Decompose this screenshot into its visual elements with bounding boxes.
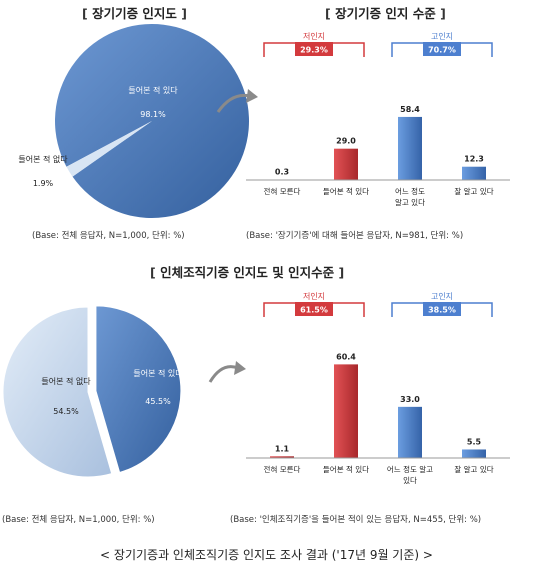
bar-value-label: 5.5 — [467, 437, 482, 446]
bottom-curved-arrow — [208, 365, 239, 383]
category-tick-label: 전혀 모른다 — [264, 186, 301, 196]
bar — [462, 166, 486, 180]
top-pie-chart — [55, 24, 250, 219]
bar — [334, 148, 358, 180]
category-tick-label: 들어본 적 있다 — [323, 464, 369, 474]
figure-caption: < 장기기증과 인체조직기증 인지도 조사 결과 ('17년 9월 기준) > — [100, 548, 433, 562]
bar-value-label: 58.4 — [400, 105, 420, 114]
group-label: 고인지 — [431, 291, 453, 301]
bar-value-label: 60.4 — [336, 352, 356, 361]
bar-value-label: 12.3 — [464, 155, 484, 164]
top-pie-heard-value: 98.1% — [140, 110, 166, 119]
group-value: 29.3% — [300, 46, 328, 55]
bottom-pie-chart — [2, 305, 182, 478]
pie-slice-not-heard — [2, 306, 113, 478]
category-tick-label: 잘 알고 있다 — [454, 187, 493, 196]
bar — [462, 449, 486, 458]
top-curved-arrow — [216, 93, 251, 113]
bottom-pie-heard-value: 45.5% — [145, 397, 171, 406]
top-pie-base-note: (Base: 전체 응답자, N=1,000, 단위: %) — [32, 231, 185, 241]
bottom-pie-base-note: (Base: 전체 응답자, N=1,000, 단위: %) — [2, 515, 155, 525]
group-label: 고인지 — [431, 31, 453, 41]
group-label: 저인지 — [303, 31, 325, 41]
category-tick-label: 어느 정도 — [395, 186, 425, 196]
top-bar-title: [ 장기기증 인지 수준 ] — [325, 6, 446, 21]
top-pie-not-heard-label: 들어본 적 없다 — [18, 154, 68, 164]
top-pie-heard-label: 들어본 적 있다 — [128, 85, 178, 95]
bottom-pie-not-heard-value: 54.5% — [53, 407, 79, 416]
category-tick-label: 전혀 모른다 — [264, 464, 301, 474]
bar — [398, 116, 422, 180]
top-pie-not-heard-value: 1.9% — [33, 179, 54, 188]
pie-slice-heard — [95, 305, 182, 474]
top-pie-title: [ 장기기증 인지도 ] — [82, 6, 188, 21]
top-bar-base-note: (Base: '장기기증'에 대해 들어본 응답자, N=981, 단위: %) — [246, 231, 464, 241]
group-value: 38.5% — [428, 306, 456, 315]
category-tick-label: 있다 — [403, 476, 417, 485]
bar-value-label: 33.0 — [400, 395, 420, 404]
bar — [398, 406, 422, 458]
pie-slice-not-heard — [66, 121, 152, 177]
bottom-arrow-head — [234, 361, 246, 375]
pie-slice-heard — [55, 24, 250, 219]
bottom-bar-base-note: (Base: '인체조직기증'을 들어본 적이 있는 응답자, N=455, 단… — [230, 515, 482, 525]
bar-value-label: 1.1 — [275, 444, 290, 453]
bar-value-label: 29.0 — [336, 137, 356, 146]
category-tick-label: 어느 정도 알고 — [387, 464, 433, 474]
group-value-box — [423, 302, 461, 316]
group-value: 70.7% — [428, 46, 456, 55]
group-value-box — [423, 42, 461, 56]
group-value-box — [295, 302, 333, 316]
bar — [270, 456, 294, 458]
category-tick-label: 잘 알고 있다 — [454, 465, 493, 474]
group-value: 61.5% — [300, 306, 328, 315]
bar-value-label: 0.3 — [275, 168, 289, 177]
top-arrow-head — [246, 89, 258, 103]
category-tick-label: 알고 있다 — [395, 198, 425, 207]
group-value-box — [295, 42, 333, 56]
bottom-pie-not-heard-label: 들어본 적 없다 — [41, 376, 91, 386]
bar — [334, 364, 358, 458]
bottom-section-title: [ 인체조직기증 인지도 및 인지수준 ] — [150, 265, 345, 280]
group-label: 저인지 — [303, 291, 325, 301]
bottom-pie-heard-label: 들어본 적 있다 — [133, 368, 183, 378]
category-tick-label: 들어본 적 있다 — [323, 186, 369, 196]
